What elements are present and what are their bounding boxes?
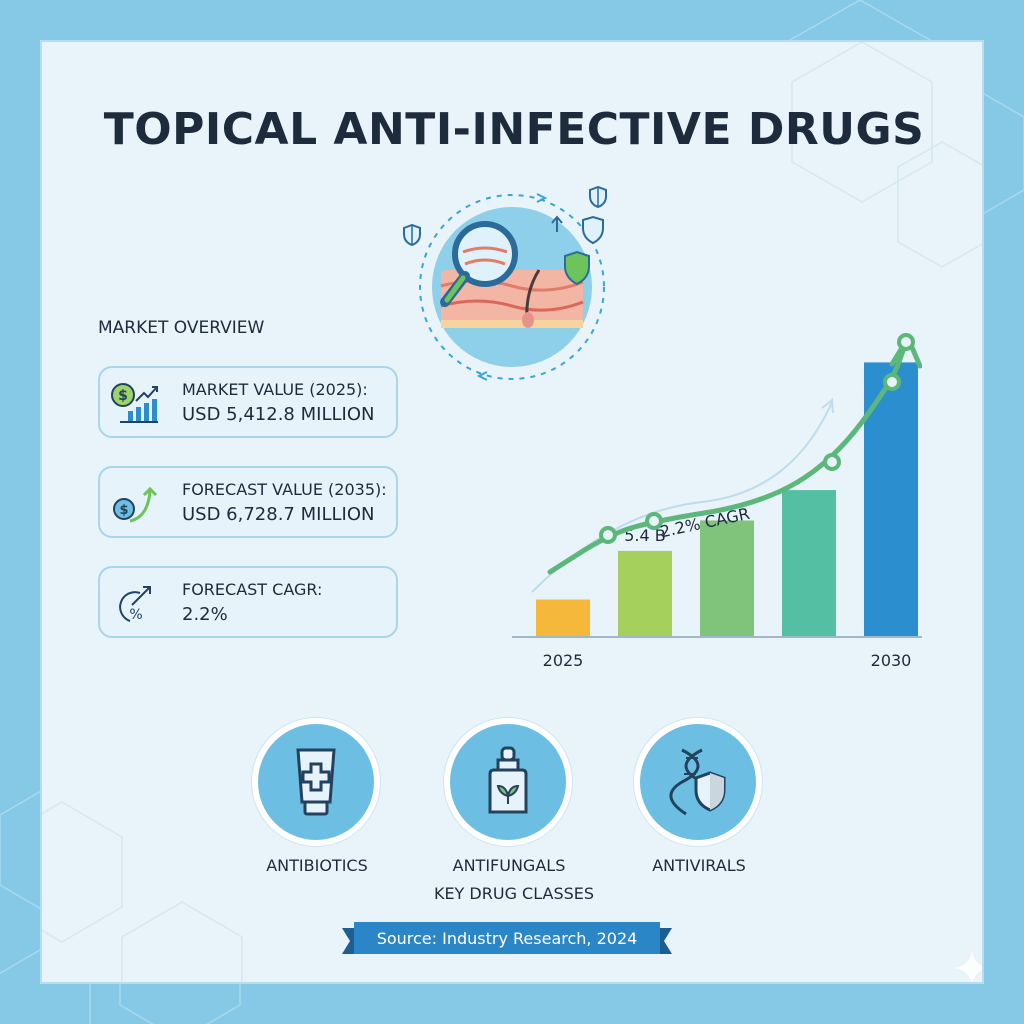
forecast-value-amount: USD 6,728.7 MILLION bbox=[182, 504, 375, 525]
trend-point-4 bbox=[883, 373, 901, 391]
dollar-growth-chart-icon: $ bbox=[111, 383, 158, 423]
antifungals-icon-circle bbox=[444, 718, 572, 846]
page-title: TOPICAL ANTI-INFECTIVE DRUGS bbox=[103, 104, 925, 155]
skin-magnifier-illustration bbox=[419, 193, 605, 381]
antibiotics-icon-circle bbox=[252, 718, 380, 846]
svg-text:%: % bbox=[129, 607, 142, 623]
dna-shield-icon bbox=[669, 748, 726, 816]
chart-bar-4 bbox=[782, 490, 836, 636]
drug-class-antibiotics: ANTIBIOTICS bbox=[242, 718, 392, 888]
forecast-cagr-label: FORECAST CAGR: bbox=[182, 580, 323, 599]
forecast-cagr-amount: 2.2% bbox=[182, 604, 228, 625]
x-tick-label-2030: 2030 bbox=[871, 651, 912, 670]
card-hexagon-pattern bbox=[42, 42, 982, 982]
sparkle-icon bbox=[954, 950, 982, 982]
antifungals-label: ANTIFUNGALS bbox=[452, 856, 566, 875]
trend-point-5 bbox=[897, 333, 915, 351]
dropper-bottle-icon bbox=[488, 746, 528, 814]
source-text: Source: Industry Research, 2024 bbox=[376, 929, 638, 948]
chart-bar-1 bbox=[536, 599, 590, 636]
chart-bar-5 bbox=[864, 362, 918, 636]
key-drug-classes-heading: KEY DRUG CLASSES bbox=[433, 884, 595, 903]
shield-icon bbox=[403, 224, 421, 246]
dollar-arrow-up-icon: $ bbox=[113, 486, 158, 523]
forecast-value-card: $ FORECAST VALUE (2035): USD 6,728.7 MIL… bbox=[98, 466, 398, 538]
trend-point-1 bbox=[599, 526, 617, 544]
infographic-card: TOPICAL ANTI-INFECTIVE DRUGS MARKET OVER… bbox=[40, 40, 984, 984]
antivirals-icon-circle bbox=[634, 718, 762, 846]
svg-text:$: $ bbox=[118, 388, 128, 404]
chart-bar-2 bbox=[618, 550, 672, 636]
x-tick-label-2025: 2025 bbox=[543, 651, 584, 670]
ointment-tube-icon bbox=[296, 748, 336, 816]
antivirals-label: ANTIVIRALS bbox=[652, 856, 746, 875]
forecast-value-label: FORECAST VALUE (2035): bbox=[182, 480, 387, 499]
drug-class-antivirals: ANTIVIRALS bbox=[624, 718, 774, 888]
shield-icon bbox=[589, 186, 607, 208]
chart-bar-3 bbox=[700, 520, 754, 636]
source-ribbon bbox=[342, 922, 672, 954]
trend-point-3 bbox=[823, 453, 841, 471]
forecast-cagr-card: % FORECAST CAGR: 2.2% bbox=[98, 566, 398, 638]
cagr-trend-line bbox=[547, 339, 909, 575]
market-value-label: MARKET VALUE (2025): bbox=[182, 380, 368, 399]
antibiotics-label: ANTIBIOTICS bbox=[266, 856, 368, 875]
bar-data-label: 5.4 B bbox=[624, 526, 666, 545]
market-value-amount: USD 5,412.8 MILLION bbox=[182, 404, 375, 425]
percent-growth-icon: % bbox=[119, 586, 151, 623]
trend-point-2 bbox=[645, 512, 663, 530]
drug-class-antifungals: ANTIFUNGALS bbox=[434, 718, 584, 888]
svg-text:$: $ bbox=[119, 503, 128, 518]
market-overview-heading: MARKET OVERVIEW bbox=[98, 318, 265, 338]
market-value-card: $ MARKET VALUE (2025): USD 5,412.8 MILLI… bbox=[98, 366, 398, 438]
background-trend-arrowhead bbox=[821, 398, 834, 414]
